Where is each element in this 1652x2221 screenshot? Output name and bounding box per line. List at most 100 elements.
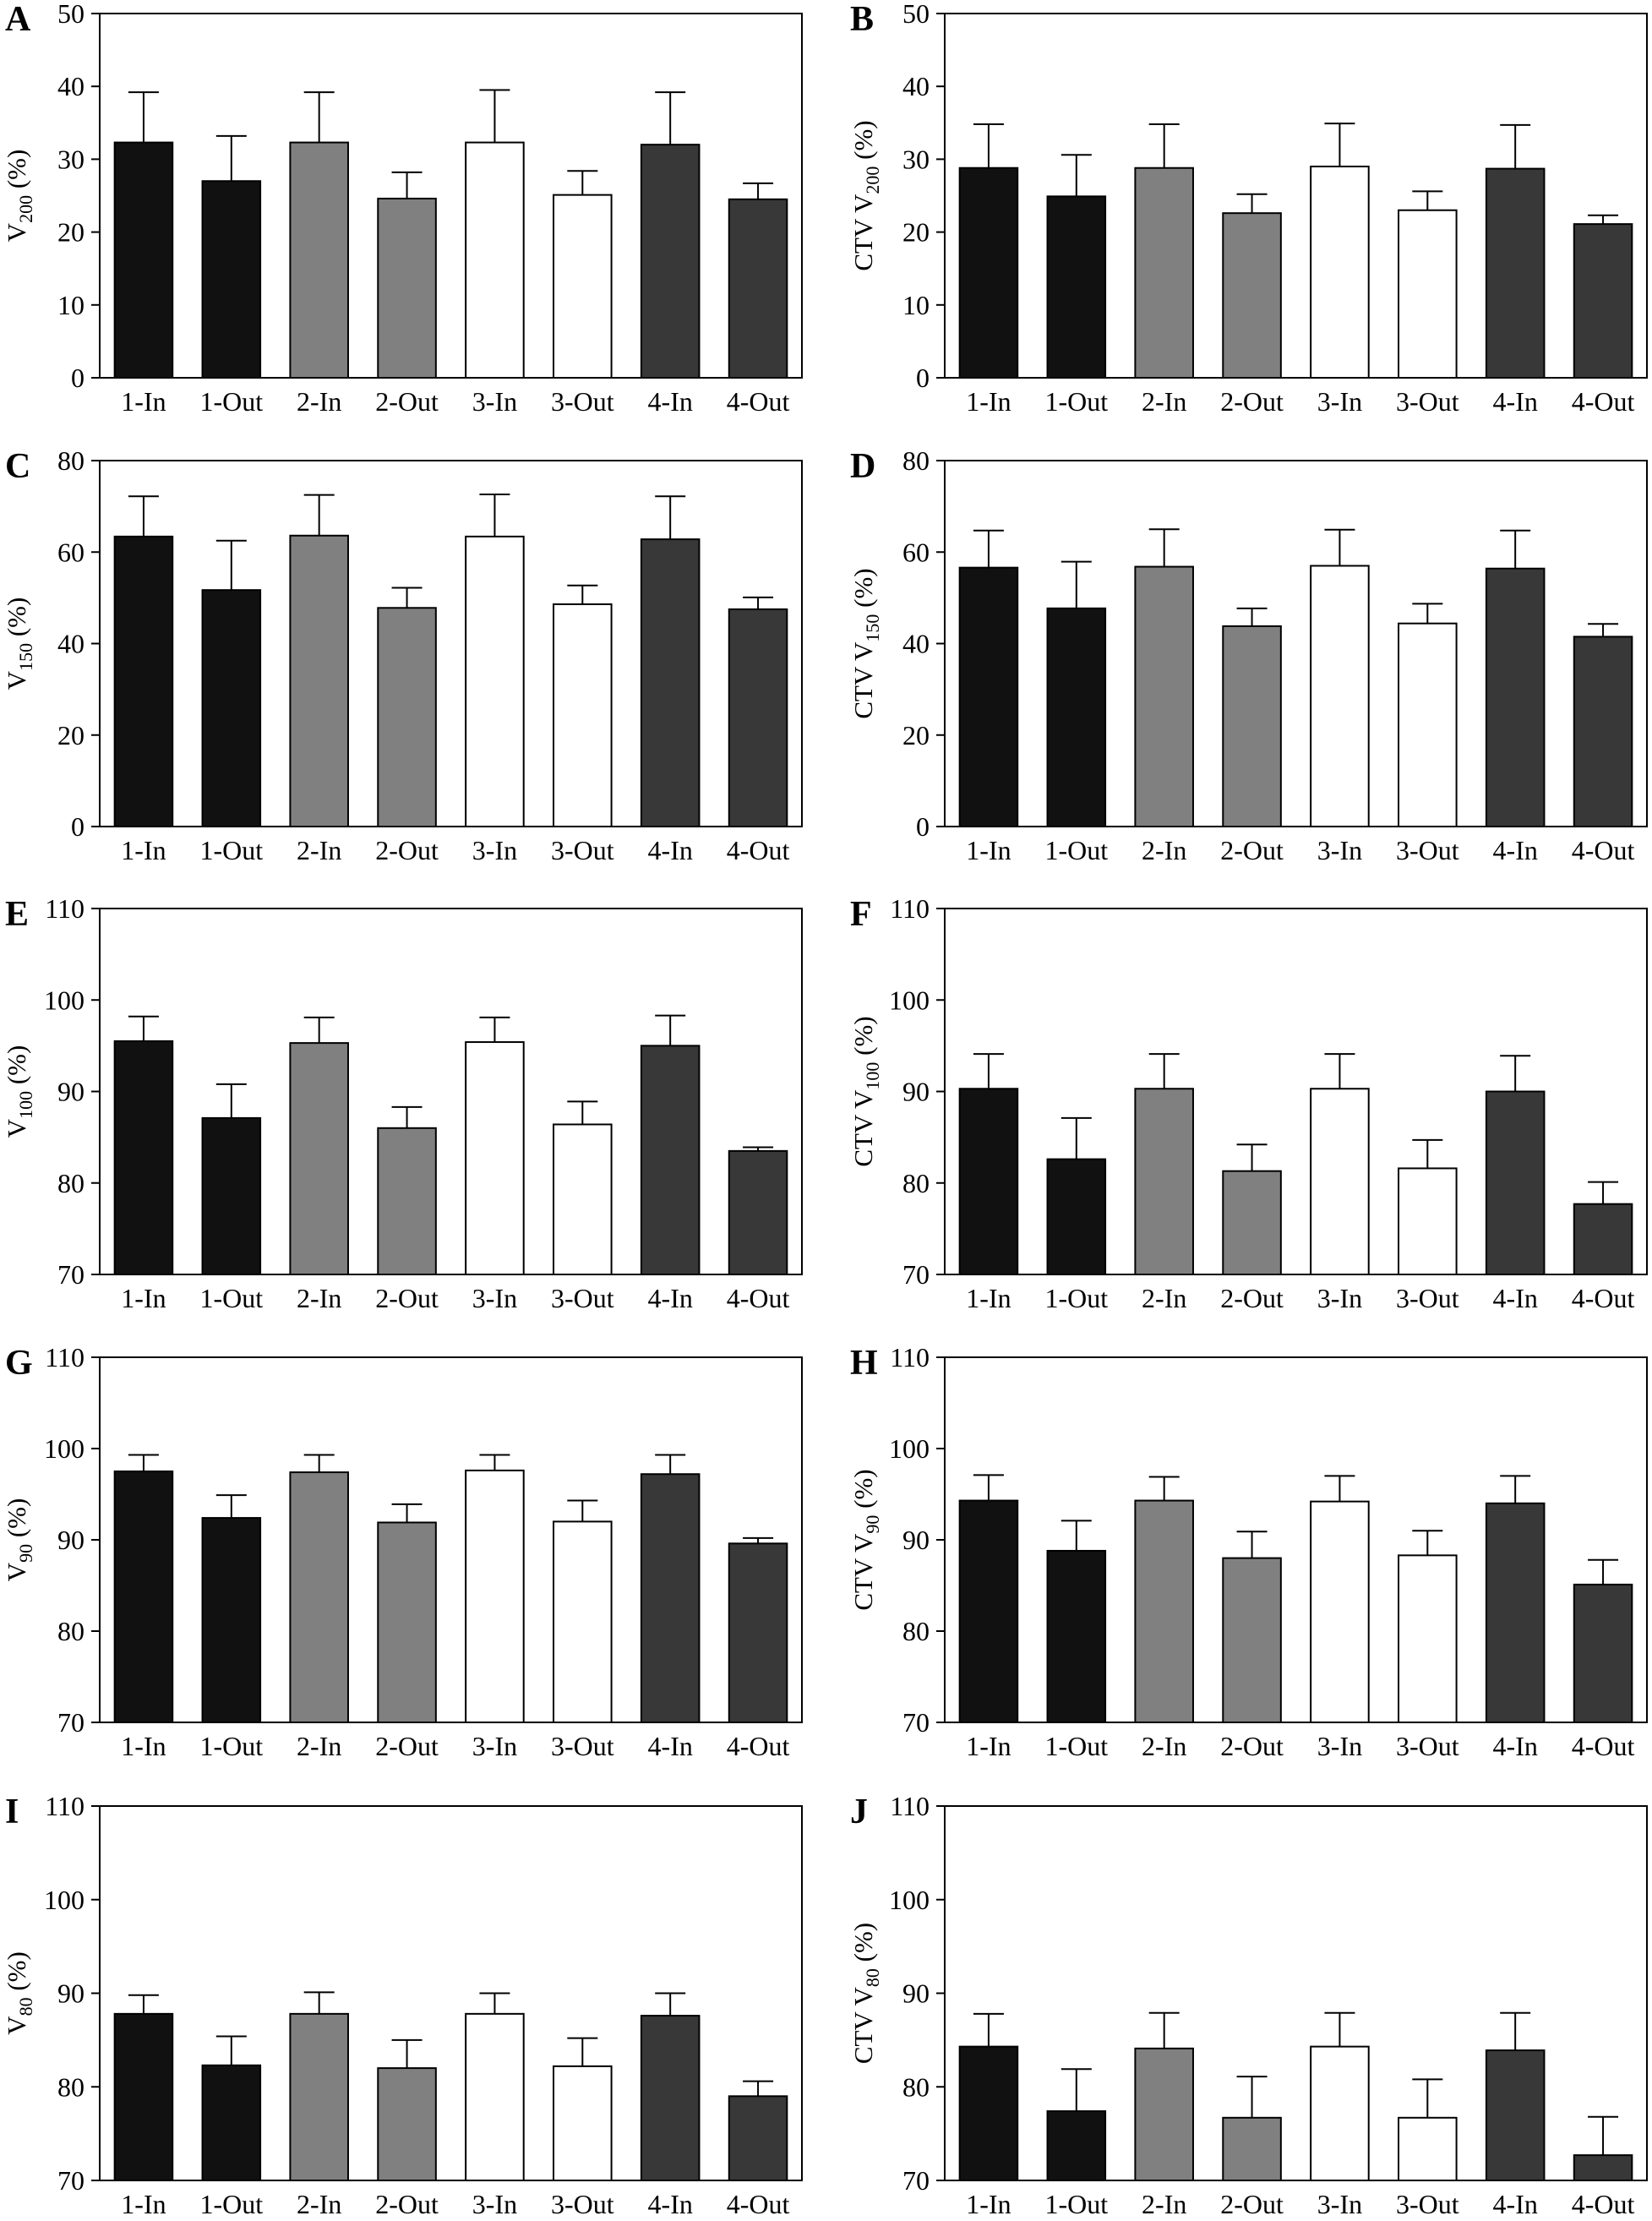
x-tick-label: 4-In — [1493, 2189, 1538, 2219]
y-tick-label: 100 — [44, 1433, 85, 1464]
y-tick-label: 80 — [57, 1168, 85, 1198]
bar-1-in — [958, 2045, 1019, 2181]
chart-panel-j: J 70 80 90 100 110 CTV V80 (%) 1-In 1-Out 2-In 2-O… — [848, 1791, 1648, 2219]
bar-1-out — [1046, 607, 1107, 827]
bar-4-out — [728, 608, 788, 827]
y-tick-label: 20 — [57, 720, 85, 750]
bar-4-in — [640, 1045, 701, 1275]
y-tick-label: 80 — [57, 1616, 85, 1646]
bar-3-in — [1310, 1088, 1370, 1275]
x-tick-label: 1-In — [966, 1731, 1011, 1761]
bar-3-out — [1398, 209, 1458, 379]
bar-4-out — [728, 198, 788, 379]
bar-3-in — [465, 535, 525, 827]
y-tick-label: 70 — [902, 2165, 930, 2196]
chart-panel-e: E 70 80 90 100 110 V100 (%) 1-In 1-Out 2-In 2-Out 3… — [2, 893, 803, 1313]
y-tick-label: 90 — [57, 1077, 85, 1107]
y-tick-label: 80 — [57, 445, 85, 476]
x-tick-label: 4-In — [1493, 1283, 1538, 1313]
bar-4-in — [1485, 167, 1546, 379]
y-axis-label: CTV V80 (%) — [848, 1923, 883, 2064]
y-tick-label: 100 — [889, 1885, 930, 1915]
x-tick-label: 2-Out — [375, 386, 439, 417]
y-tick-label: 80 — [902, 1616, 930, 1646]
x-tick-label: 1-Out — [1044, 386, 1108, 417]
y-axis-label: V80 (%) — [2, 1951, 36, 2035]
x-tick-label: 2-Out — [1220, 386, 1284, 417]
x-tick-label: 4-Out — [727, 386, 790, 417]
bar-3-in — [465, 1041, 525, 1276]
x-tick-label: 1-Out — [199, 2189, 263, 2219]
y-axis-label: V200 (%) — [2, 150, 36, 243]
bar-3-out — [1398, 1167, 1458, 1276]
bar-3-out — [553, 1520, 613, 1724]
x-tick-label: 4-In — [648, 1283, 693, 1313]
x-tick-label: 1-Out — [199, 835, 263, 865]
bar-1-out — [201, 1116, 262, 1275]
bar-2-in — [289, 141, 349, 379]
x-tick-label: 4-Out — [1572, 2189, 1635, 2219]
bar-3-in — [465, 141, 525, 379]
y-axis-label: CTV V90 (%) — [848, 1469, 883, 1610]
bar-3-in — [1310, 2045, 1370, 2181]
y-tick-label: 80 — [902, 2071, 930, 2102]
x-tick-label: 1-In — [966, 386, 1011, 417]
y-tick-label: 110 — [890, 1791, 930, 1821]
y-tick-label: 90 — [902, 1978, 930, 2009]
bar-2-in — [289, 1042, 349, 1275]
panel-letter: E — [5, 895, 29, 934]
y-tick-label: 80 — [902, 1168, 930, 1198]
x-tick-label: 4-In — [648, 1731, 693, 1761]
y-tick-label: 110 — [45, 893, 85, 924]
y-tick-label: 70 — [57, 1259, 85, 1290]
bar-4-out — [1573, 636, 1633, 827]
panel-letter: D — [850, 447, 875, 486]
bar-2-in — [1134, 2047, 1194, 2182]
bar-3-out — [553, 603, 613, 827]
bar-2-in — [289, 534, 349, 827]
bar-4-out — [728, 1542, 788, 1723]
bar-1-in — [958, 166, 1019, 379]
bar-3-out — [553, 1123, 613, 1275]
bar-4-in — [640, 2015, 701, 2182]
x-tick-label: 3-Out — [551, 1731, 614, 1761]
y-tick-label: 90 — [902, 1077, 930, 1107]
bar-2-out — [1222, 625, 1282, 827]
x-tick-label: 3-Out — [551, 835, 614, 865]
y-tick-label: 0 — [71, 811, 85, 842]
panel-letter: A — [5, 0, 31, 39]
y-tick-label: 110 — [45, 1342, 85, 1372]
y-tick-label: 110 — [890, 1342, 930, 1372]
y-axis-label: V150 (%) — [2, 598, 36, 690]
y-tick-label: 110 — [890, 893, 930, 924]
x-tick-label: 1-In — [121, 835, 166, 865]
x-tick-label: 3-In — [472, 1283, 517, 1313]
bar-2-in — [1134, 1499, 1194, 1724]
panel-letter: G — [5, 1344, 33, 1383]
bar-1-in — [958, 566, 1019, 828]
bar-3-out — [553, 2065, 613, 2182]
x-tick-label: 4-In — [1493, 386, 1538, 417]
x-tick-label: 2-In — [297, 1731, 341, 1761]
chart-panel-c: C 0 20 40 60 80 V150 (%) 1-In 1-Out 2-In 2-Out 3-In… — [2, 445, 803, 865]
bar-1-out — [201, 589, 262, 828]
chart-panel-f: F 70 80 90 100 110 CTV V100 (%) 1-In 1-Out 2-In 2-… — [848, 893, 1648, 1313]
x-tick-label: 2-Out — [1220, 835, 1284, 865]
y-tick-label: 70 — [902, 1259, 930, 1290]
x-tick-label: 2-In — [1142, 386, 1186, 417]
x-tick-label: 1-Out — [199, 1283, 263, 1313]
x-tick-label: 4-Out — [727, 2189, 790, 2219]
y-axis-label: CTV V200 (%) — [848, 120, 883, 270]
chart-panel-d: D 0 20 40 60 80 CTV V150 (%) 1-In 1-Out 2-In 2-Out… — [848, 445, 1648, 865]
y-tick-label: 70 — [57, 2165, 85, 2196]
bar-3-in — [465, 2012, 525, 2181]
bar-4-out — [728, 2095, 788, 2181]
panel-letter: B — [850, 0, 874, 39]
x-tick-label: 2-In — [297, 2189, 341, 2219]
y-tick-label: 80 — [902, 445, 930, 476]
chart-panel-h: H 70 80 90 100 110 CTV V90 (%) 1-In 1-Out 2-In 2-O… — [848, 1342, 1648, 1761]
y-tick-label: 10 — [57, 290, 85, 320]
x-tick-label: 1-Out — [199, 386, 263, 417]
bar-1-out — [1046, 1549, 1107, 1723]
